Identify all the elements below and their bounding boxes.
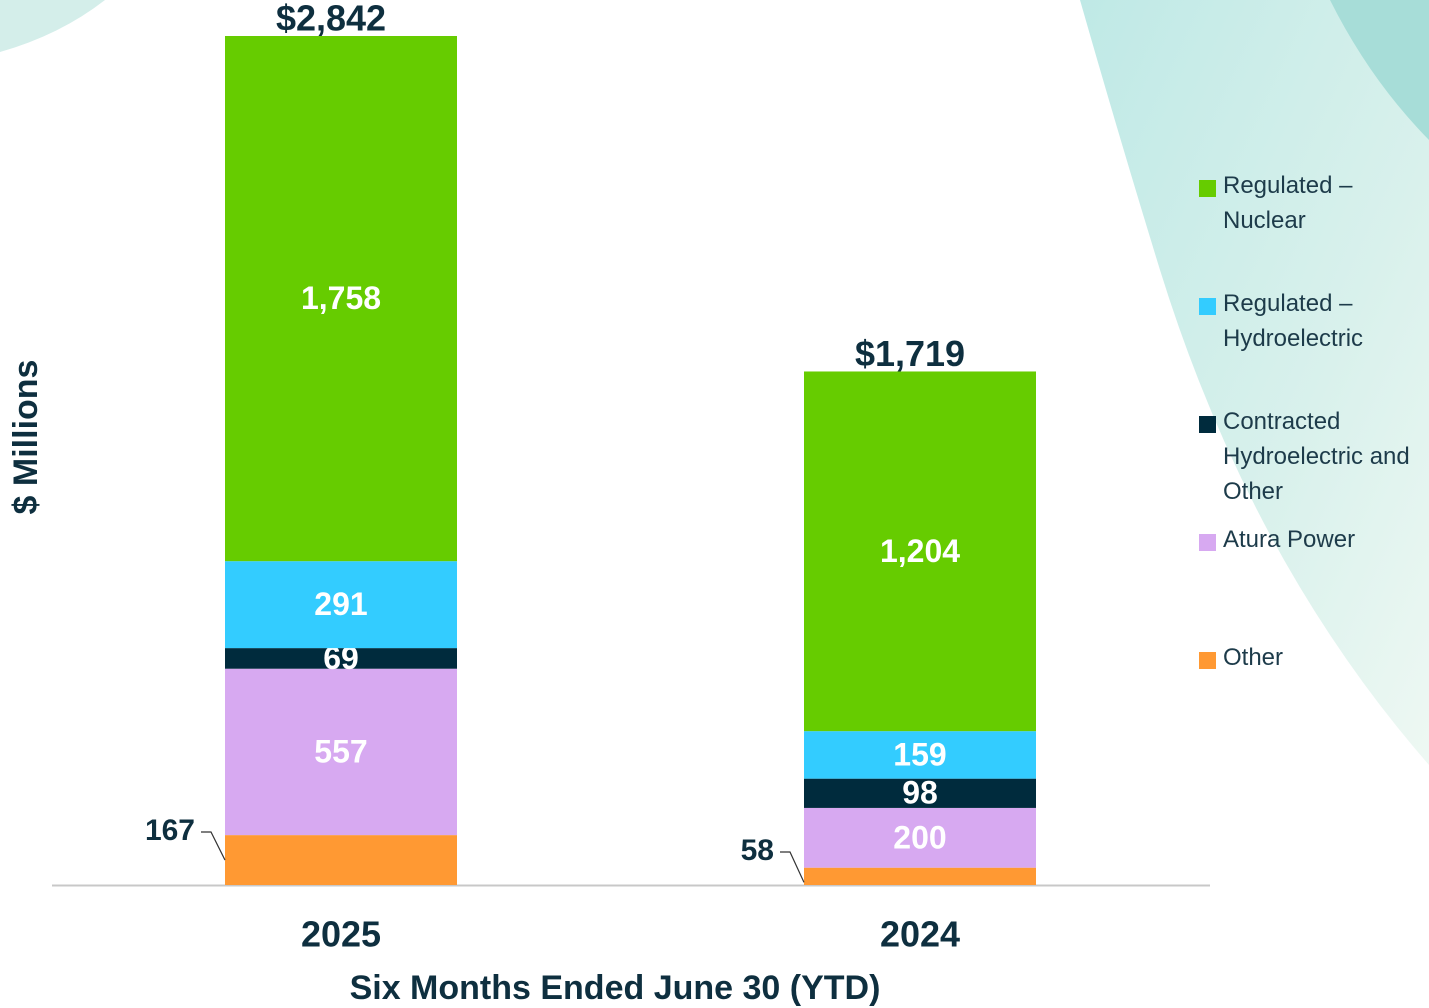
leader-line — [780, 851, 805, 883]
bar-segment — [804, 778, 1036, 808]
bar-segment — [225, 668, 457, 836]
x-tick-label: 2024 — [880, 914, 960, 955]
data-label: 557 — [314, 733, 367, 769]
legend-item: Other — [1199, 644, 1428, 675]
bar-segment — [225, 36, 457, 562]
data-label: 200 — [893, 819, 946, 855]
background-shape — [0, 0, 105, 52]
data-label: 291 — [314, 586, 367, 622]
legend-label: Atura Power — [1223, 526, 1356, 553]
data-label: 159 — [893, 736, 946, 772]
bar-segment — [804, 371, 1036, 732]
data-label: 1,758 — [301, 280, 381, 316]
bar-segment — [804, 731, 1036, 779]
legend-swatch — [1199, 416, 1216, 433]
bar-segment — [225, 648, 457, 669]
bar-segment — [225, 835, 457, 885]
legend-label: Regulated – Nuclear — [1223, 172, 1353, 234]
legend-swatch — [1199, 652, 1216, 669]
legend-swatch — [1199, 180, 1216, 197]
data-label: 1,204 — [880, 533, 960, 569]
bar-segment — [225, 561, 457, 649]
legend-swatch — [1199, 298, 1216, 315]
data-label: 167 — [145, 814, 195, 847]
legend-swatch — [1199, 534, 1216, 551]
x-axis-label: Six Months Ended June 30 (YTD) — [350, 969, 881, 1007]
legend-item: Atura Power — [1199, 526, 1428, 557]
data-label: 58 — [741, 834, 774, 867]
legend-item: Regulated – Hydroelectric — [1199, 290, 1428, 356]
data-label: 98 — [902, 775, 938, 811]
y-axis-label: $ Millions — [7, 360, 45, 515]
total-label: $1,719 — [855, 333, 965, 374]
background-shape — [1330, 0, 1429, 140]
x-tick-label: 2025 — [301, 914, 381, 955]
legend-item: Regulated – Nuclear — [1199, 172, 1428, 238]
total-label: $2,842 — [276, 0, 386, 39]
leader-line — [201, 831, 226, 861]
legend-label: Other — [1223, 644, 1284, 671]
legend-label: Contracted Hydroelectric and Other — [1223, 408, 1410, 505]
bar-segment — [804, 867, 1036, 885]
legend-item: Contracted Hydroelectric and Other — [1199, 408, 1428, 509]
background-shape — [1080, 0, 1429, 765]
legend-label: Regulated – Hydroelectric — [1223, 290, 1364, 352]
bar-segment — [804, 807, 1036, 868]
